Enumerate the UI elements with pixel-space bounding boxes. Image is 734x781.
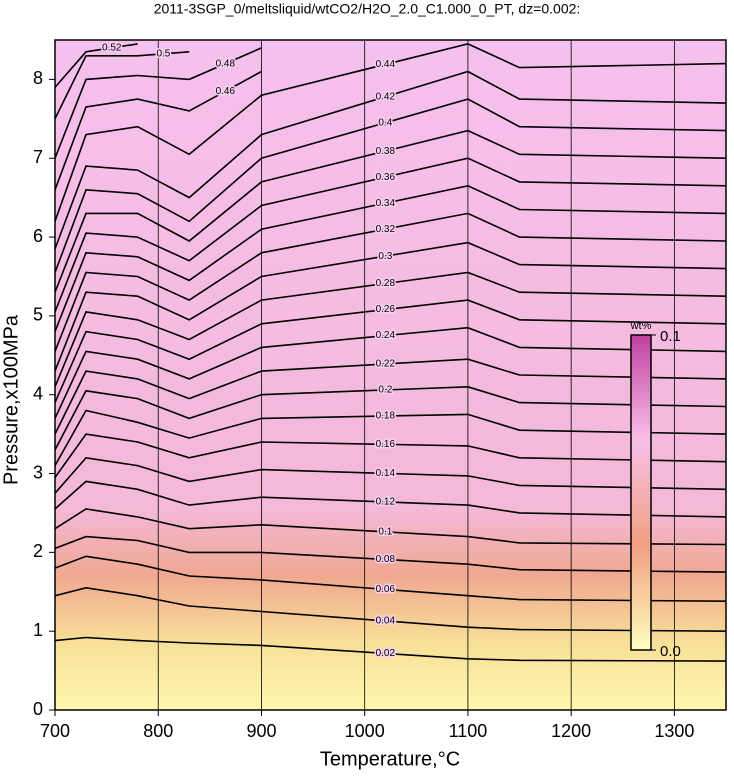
contour-line [55, 636, 726, 662]
colorbar-label: wt% [630, 320, 652, 332]
x-tick-label: 1000 [345, 721, 385, 741]
contour-label: 0.28 [376, 278, 396, 289]
contour-line [55, 299, 726, 403]
y-tick-label: 3 [33, 462, 43, 482]
y-tick-label: 6 [33, 226, 43, 246]
contour-label: 0.4 [378, 117, 392, 128]
contour-line [55, 385, 726, 451]
contour-line [55, 456, 726, 494]
chart-title: 2011-3SGP_0/meltsliquid/wtCO2/H2O_2.0_C1… [154, 1, 581, 17]
contour-line [55, 271, 726, 388]
contour-label: 0.04 [376, 616, 396, 627]
contour-label: 0.24 [376, 330, 396, 341]
x-tick-label: 1200 [551, 721, 591, 741]
contour-line [55, 51, 190, 120]
contour-line [55, 326, 726, 419]
colorbar-tick-label: 0.0 [660, 643, 681, 660]
y-axis-label: Pressure,x100MPa [0, 314, 22, 485]
contour-label: 0.02 [376, 648, 396, 659]
x-tick-label: 1300 [654, 721, 694, 741]
contour-line [55, 70, 262, 191]
y-tick-label: 7 [33, 147, 43, 167]
contour-line [55, 43, 138, 88]
x-tick-label: 1100 [449, 721, 488, 741]
contour-label: 0.46 [216, 86, 236, 97]
contour-line [55, 98, 726, 273]
contour-label: 0.14 [376, 468, 396, 479]
contour-label: 0.26 [376, 304, 396, 315]
y-tick-label: 5 [33, 305, 43, 325]
contour-line [55, 184, 726, 332]
x-tick-label: 800 [143, 721, 173, 741]
contour-label: 0.12 [376, 497, 396, 508]
contour-line [55, 480, 726, 518]
contour-line [55, 535, 726, 573]
x-tick-label: 700 [40, 721, 70, 741]
contour-line [55, 555, 726, 602]
y-tick-label: 4 [33, 383, 43, 403]
plot-frame [54, 39, 727, 711]
contour-line [55, 508, 726, 546]
contour-label: 0.18 [376, 411, 396, 422]
contour-line [55, 409, 726, 466]
contour-label: 0.16 [376, 439, 396, 450]
contour-line [55, 47, 262, 159]
contour-label: 0.5 [156, 48, 170, 59]
contour-label: 0.38 [376, 146, 396, 157]
contour-label: 0.32 [376, 224, 396, 235]
plot-background [55, 40, 726, 710]
contour-label: 0.34 [376, 198, 396, 209]
contour-line [55, 70, 726, 250]
y-tick-label: 0 [33, 699, 43, 719]
contour-label: 0.36 [376, 172, 396, 183]
colorbar [630, 334, 652, 651]
colorbar-tick-label: 0.1 [660, 328, 681, 345]
y-tick-label: 8 [33, 68, 43, 88]
contour-line [55, 129, 726, 293]
contour-line [55, 433, 726, 478]
contour-label: 0.08 [376, 554, 396, 565]
contour-line [55, 586, 726, 632]
y-tick-label: 2 [33, 541, 43, 561]
contour-label: 0.1 [378, 526, 392, 537]
contour-label: 0.44 [376, 59, 396, 70]
contour-label: 0.3 [378, 251, 392, 262]
y-tick-label: 1 [33, 620, 43, 640]
contour-line [55, 358, 726, 435]
contour-label: 0.2 [378, 385, 392, 396]
contour-label: 0.06 [376, 584, 396, 595]
contour-label: 0.42 [376, 91, 396, 102]
contour-label: 0.22 [376, 359, 396, 370]
contour-label: 0.52 [102, 43, 122, 54]
contour-line [55, 157, 726, 313]
x-tick-label: 900 [246, 721, 276, 741]
contour-line [55, 212, 726, 352]
x-axis-label: Temperature,°C [320, 748, 460, 770]
contour-line [55, 43, 726, 222]
contour-label: 0.48 [216, 58, 236, 69]
contour-line [55, 241, 726, 372]
